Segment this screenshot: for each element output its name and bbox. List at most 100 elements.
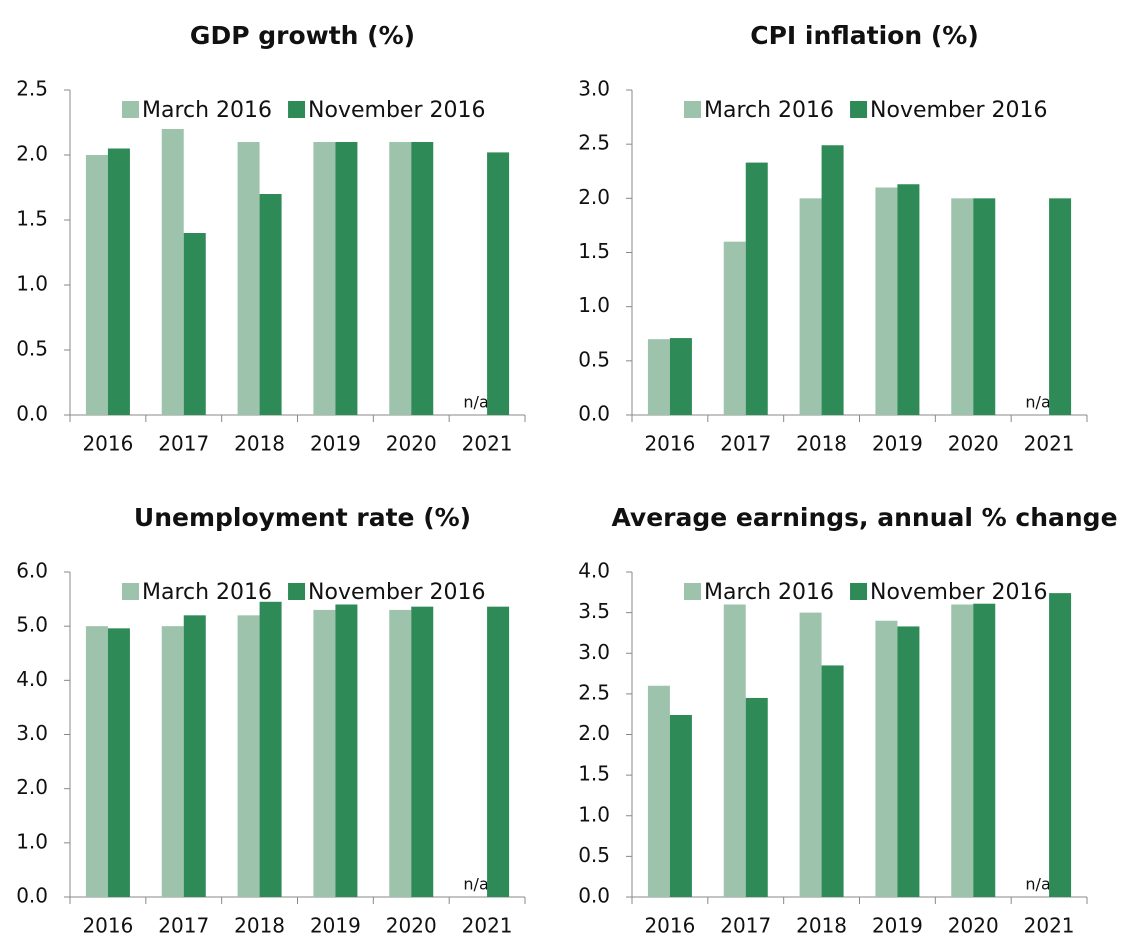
y-tick-label: 2.5 [578, 131, 610, 155]
x-tick-label: 2016 [644, 914, 695, 938]
y-tick-label: 2.0 [16, 775, 48, 799]
y-tick-label: 1.5 [578, 239, 610, 263]
legend-swatch [684, 583, 701, 600]
bar [161, 626, 184, 897]
legend-swatch [850, 583, 868, 600]
y-tick-label: 1.5 [578, 762, 610, 786]
bar [1049, 198, 1072, 415]
chart-panel: Unemployment rate (%) 0.0 1.0 2.0 3.0 4.0 5.0 6… [16, 503, 526, 938]
bar [647, 339, 670, 415]
y-tick-label: 0.0 [16, 402, 48, 426]
y-tick-label: 0.0 [16, 884, 48, 908]
bar [745, 162, 768, 415]
bar [411, 606, 434, 897]
legend-swatch [288, 101, 306, 118]
bar [897, 626, 920, 897]
legend-label: March 2016 [704, 98, 834, 123]
legend-swatch [122, 583, 139, 600]
bar [313, 609, 336, 897]
annotation: n/a [1025, 393, 1050, 412]
chart-panel: GDP growth (%) 0.0 0.5 1.0 1.5 2.0 2.5 2016 2017… [16, 21, 526, 456]
bar [951, 198, 974, 415]
y-tick-label: 2.0 [578, 185, 610, 209]
bar [161, 129, 184, 415]
bar [237, 615, 260, 897]
x-tick-label: 2017 [720, 432, 771, 456]
x-tick-label: 2018 [234, 432, 285, 456]
x-tick-label: 2019 [310, 432, 361, 456]
y-tick-label: 2.5 [578, 680, 610, 704]
bar [799, 612, 822, 897]
annotation: n/a [463, 875, 488, 894]
legend-label: March 2016 [142, 580, 272, 605]
bar [107, 628, 130, 897]
bar [723, 604, 746, 897]
bar [1049, 593, 1072, 897]
bar [669, 715, 692, 897]
x-tick-label: 2020 [948, 432, 999, 456]
x-tick-label: 2019 [872, 432, 923, 456]
bar [259, 194, 282, 415]
annotation: n/a [463, 393, 488, 412]
x-tick-label: 2020 [386, 432, 437, 456]
x-tick-label: 2016 [82, 432, 133, 456]
y-tick-label: 0.5 [578, 843, 610, 867]
bar [669, 338, 692, 415]
x-tick-label: 2020 [386, 914, 437, 938]
y-tick-label: 3.5 [578, 599, 610, 623]
bar [85, 155, 108, 415]
x-tick-label: 2018 [796, 914, 847, 938]
bar [487, 606, 510, 897]
y-tick-label: 1.5 [16, 207, 48, 231]
x-tick-label: 2019 [872, 914, 923, 938]
bar [259, 601, 282, 897]
chart-title: Unemployment rate (%) [134, 503, 471, 532]
bar [875, 620, 898, 897]
bar [951, 604, 974, 897]
x-tick-label: 2018 [796, 432, 847, 456]
bar [875, 187, 898, 415]
x-tick-label: 2017 [158, 914, 209, 938]
chart-panel: Average earnings, annual % change 0.0 0.5 1… [578, 503, 1117, 938]
bar [389, 609, 412, 897]
bar [487, 152, 510, 415]
legend-label: November 2016 [308, 580, 485, 605]
legend-swatch [122, 101, 139, 118]
legend-swatch [288, 583, 306, 600]
legend: March 2016 November 2016 [684, 580, 1047, 605]
legend-label: March 2016 [704, 580, 834, 605]
bar [821, 665, 844, 897]
bar [411, 142, 434, 415]
bar [183, 615, 206, 897]
bar [107, 148, 130, 415]
bar [973, 198, 996, 415]
x-tick-label: 2016 [644, 432, 695, 456]
y-tick-label: 3.0 [16, 721, 48, 745]
x-tick-label: 2021 [1024, 914, 1075, 938]
y-tick-label: 0.0 [578, 402, 610, 426]
y-tick-label: 3.0 [578, 640, 610, 664]
bar [723, 241, 746, 415]
y-tick-label: 4.0 [578, 559, 610, 583]
legend-swatch [684, 101, 701, 118]
legend: March 2016 November 2016 [122, 98, 485, 123]
y-tick-label: 0.5 [578, 347, 610, 371]
x-tick-label: 2018 [234, 914, 285, 938]
chart-title: CPI inflation (%) [750, 21, 979, 50]
y-tick-label: 1.0 [578, 293, 610, 317]
y-tick-label: 1.0 [16, 272, 48, 296]
x-tick-label: 2016 [82, 914, 133, 938]
bar [647, 685, 670, 897]
y-tick-label: 0.0 [578, 884, 610, 908]
bar [335, 142, 358, 415]
chart-panel: CPI inflation (%) 0.0 0.5 1.0 1.5 2.0 2.5 3.0 20… [578, 21, 1088, 456]
legend-label: November 2016 [870, 580, 1047, 605]
bar [389, 142, 412, 415]
y-tick-label: 2.0 [578, 721, 610, 745]
y-tick-label: 4.0 [16, 667, 48, 691]
y-tick-label: 0.5 [16, 337, 48, 361]
bar [183, 233, 206, 415]
bar [85, 626, 108, 897]
legend: March 2016 November 2016 [122, 580, 485, 605]
